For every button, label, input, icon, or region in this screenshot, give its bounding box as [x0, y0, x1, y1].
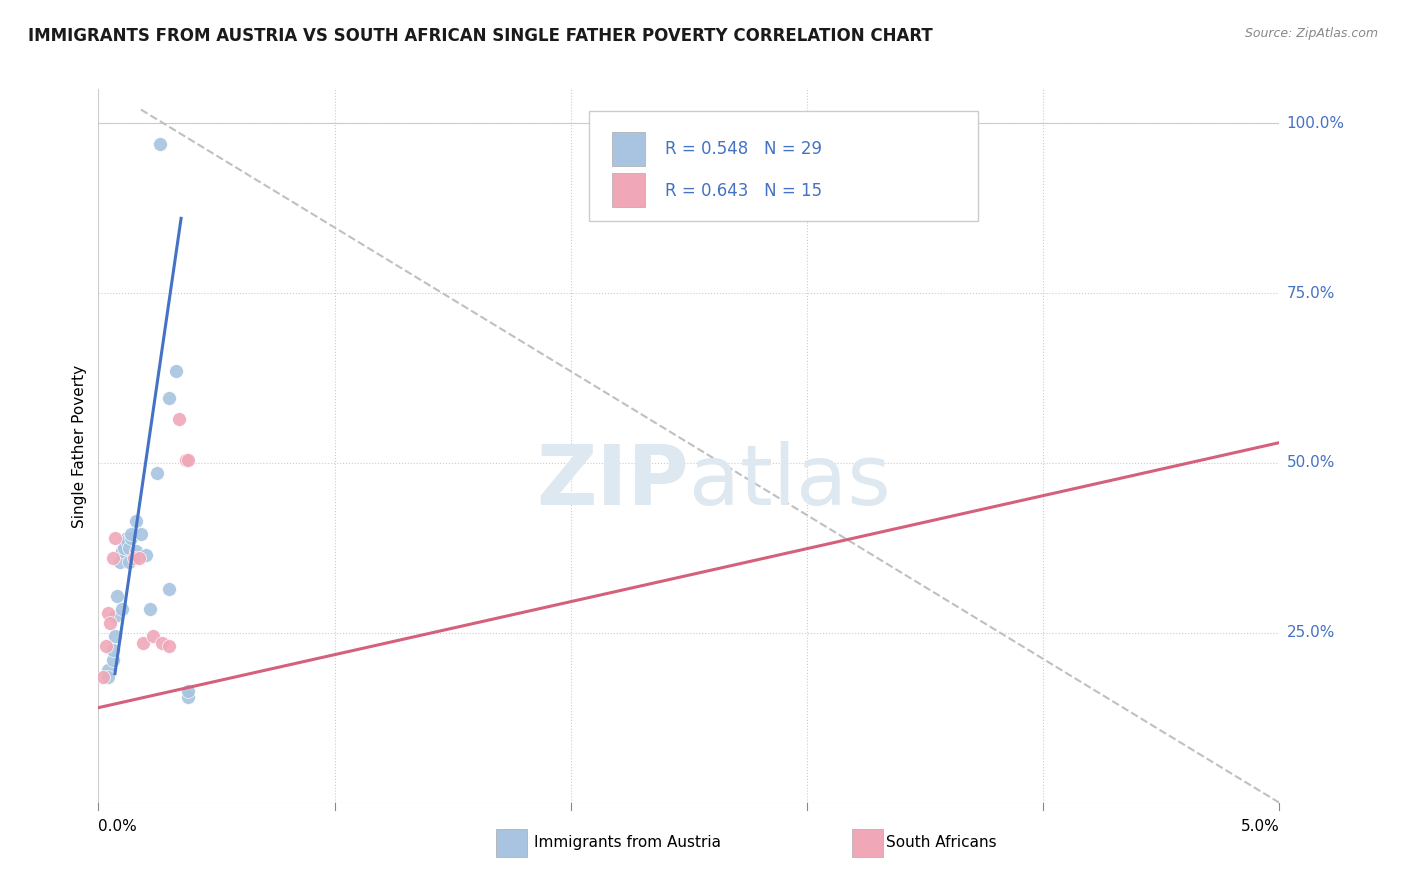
Text: 100.0%: 100.0% — [1286, 116, 1344, 131]
Point — [167, 412, 190, 426]
Point — [115, 531, 138, 545]
Point — [101, 643, 124, 657]
Text: R = 0.643   N = 15: R = 0.643 N = 15 — [665, 182, 823, 200]
Point — [150, 636, 173, 650]
Point — [97, 670, 120, 684]
Point — [174, 452, 197, 467]
Text: 25.0%: 25.0% — [1286, 625, 1334, 640]
Point — [104, 629, 127, 643]
Point — [115, 534, 138, 549]
Text: 75.0%: 75.0% — [1286, 285, 1334, 301]
Point — [111, 544, 134, 558]
Point — [118, 555, 141, 569]
Point — [101, 653, 124, 667]
Text: Immigrants from Austria: Immigrants from Austria — [534, 836, 721, 850]
FancyBboxPatch shape — [589, 111, 979, 221]
Point — [128, 551, 150, 566]
Point — [165, 364, 187, 378]
Point — [101, 551, 124, 566]
Point — [146, 466, 169, 480]
Point — [122, 551, 145, 566]
Point — [135, 548, 157, 562]
Text: Source: ZipAtlas.com: Source: ZipAtlas.com — [1244, 27, 1378, 40]
Text: South Africans: South Africans — [886, 836, 997, 850]
Bar — [612, 132, 645, 166]
Point — [91, 670, 114, 684]
Text: IMMIGRANTS FROM AUSTRIA VS SOUTH AFRICAN SINGLE FATHER POVERTY CORRELATION CHART: IMMIGRANTS FROM AUSTRIA VS SOUTH AFRICAN… — [28, 27, 932, 45]
Point — [142, 629, 165, 643]
Point — [129, 527, 152, 541]
Point — [157, 582, 180, 596]
Text: atlas: atlas — [689, 442, 890, 522]
Point — [104, 531, 127, 545]
Point — [139, 602, 162, 616]
Y-axis label: Single Father Poverty: Single Father Poverty — [72, 365, 87, 527]
Text: 0.0%: 0.0% — [98, 819, 138, 834]
Bar — [612, 173, 645, 207]
Text: ZIP: ZIP — [537, 442, 689, 522]
Point — [177, 690, 200, 705]
Text: 5.0%: 5.0% — [1240, 819, 1279, 834]
Point — [94, 640, 117, 654]
Point — [112, 541, 135, 555]
Point — [121, 531, 143, 545]
Point — [177, 452, 200, 467]
Text: 50.0%: 50.0% — [1286, 456, 1334, 470]
Point — [97, 606, 120, 620]
Point — [118, 541, 141, 555]
Text: R = 0.548   N = 29: R = 0.548 N = 29 — [665, 140, 823, 158]
Point — [105, 589, 128, 603]
Point — [157, 392, 180, 406]
Point — [98, 615, 121, 630]
Point — [132, 636, 155, 650]
Point — [121, 527, 143, 541]
Point — [125, 514, 148, 528]
Point — [104, 608, 127, 623]
Point — [177, 683, 200, 698]
Point — [125, 544, 148, 558]
Point — [157, 640, 180, 654]
Point — [108, 555, 131, 569]
Point — [111, 602, 134, 616]
Point — [97, 663, 120, 677]
Point — [149, 136, 172, 151]
